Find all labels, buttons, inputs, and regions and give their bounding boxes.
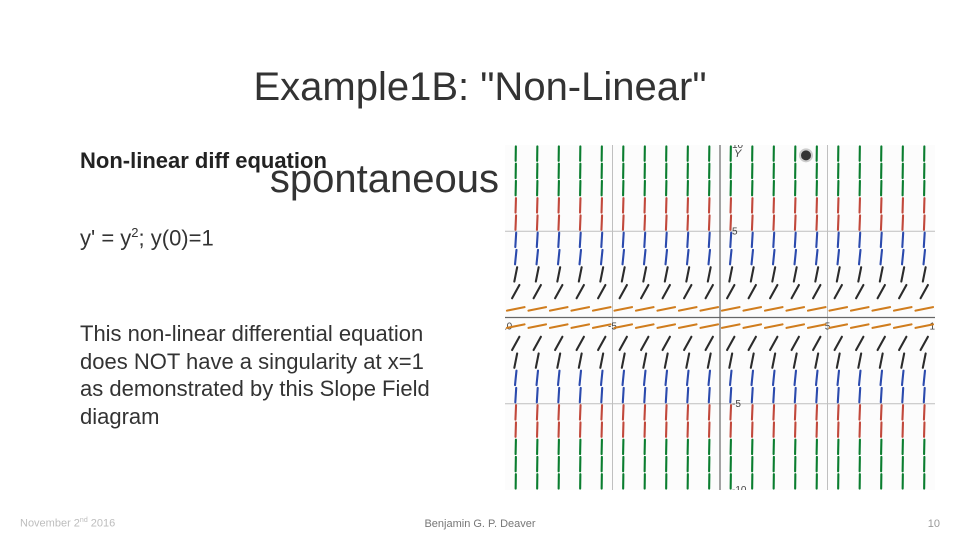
footer-page: 10 [928,518,940,530]
equation: y' = y2; y(0)=1 [80,225,214,251]
slope-field-svg: -10-5510-10-5510Y [505,145,935,490]
svg-text:Y: Y [734,148,742,160]
slope-field-chart: -10-5510-10-5510Y [505,145,935,490]
title-line1: Example1B: "Non-Linear" [253,65,706,109]
svg-text:-10: -10 [732,485,747,490]
subtitle: Non-linear diff equation [80,148,327,174]
svg-text:-5: -5 [732,399,741,410]
footer-author: Benjamin G. P. Deaver [0,518,960,530]
svg-text:10: 10 [929,322,935,333]
svg-text:5: 5 [732,226,738,237]
description: This non-linear differential equation do… [80,320,440,430]
